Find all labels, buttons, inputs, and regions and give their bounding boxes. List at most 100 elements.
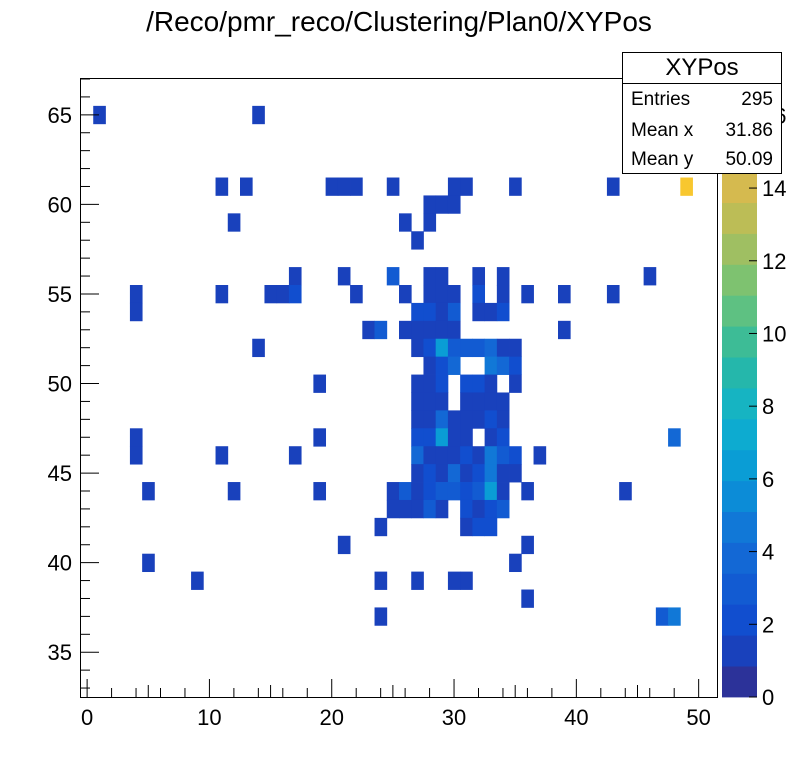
heatmap-bin xyxy=(447,302,461,322)
heatmap-bin xyxy=(447,285,461,304)
heatmap-bin xyxy=(399,499,412,519)
colorbar-segment xyxy=(722,233,757,265)
heatmap-bin xyxy=(472,392,486,411)
heatmap-bin xyxy=(655,607,669,626)
heatmap-bin xyxy=(411,392,424,411)
plot-frame xyxy=(80,78,718,698)
heatmap-bin xyxy=(460,410,473,429)
colorbar-segment xyxy=(722,202,757,234)
colorbar-tick-label: 14 xyxy=(762,176,786,201)
colorbar-segment xyxy=(722,449,757,482)
heatmap-bin xyxy=(447,356,461,375)
heatmap-bin xyxy=(93,105,106,125)
colorbar: 0246810121416 xyxy=(722,79,786,710)
heatmap-bin xyxy=(484,356,498,375)
heatmap-bin xyxy=(496,410,510,429)
heatmap-bin xyxy=(619,482,632,501)
x-tick-label: 20 xyxy=(319,705,343,730)
heatmap-bin xyxy=(460,464,473,483)
y-tick-label: 35 xyxy=(48,640,72,665)
heatmap-bin xyxy=(411,320,424,340)
heatmap-bin xyxy=(288,446,302,465)
heatmap-bin xyxy=(668,607,681,626)
heatmap-bin xyxy=(460,177,473,196)
heatmap-bin xyxy=(252,105,265,125)
heatmap-bin xyxy=(411,338,424,358)
heatmap-bin xyxy=(215,177,229,196)
heatmap-bin xyxy=(533,446,547,465)
heatmap-bin xyxy=(496,338,510,358)
stats-meanx-label: Mean x xyxy=(631,120,694,141)
heatmap-bin xyxy=(435,267,449,286)
heatmap-bin xyxy=(411,410,424,429)
heatmap-bin xyxy=(521,285,534,304)
heatmap-bin xyxy=(350,177,363,196)
heatmap-bin xyxy=(472,464,486,483)
heatmap-bin xyxy=(668,428,681,447)
heatmap-bin xyxy=(337,177,351,196)
heatmap-bin xyxy=(240,177,253,196)
x-tick-label: 50 xyxy=(686,705,710,730)
x-tick-label: 0 xyxy=(81,705,93,730)
y-tick-label: 65 xyxy=(48,103,72,128)
heatmap-bin xyxy=(496,267,510,286)
heatmap-bin xyxy=(386,177,400,196)
heatmap-bin xyxy=(435,428,449,447)
heatmap-bin xyxy=(215,446,229,465)
heatmap-bin xyxy=(215,285,229,304)
x-tick-label: 30 xyxy=(442,705,466,730)
heatmap-bin xyxy=(435,499,449,519)
colorbar-segment xyxy=(722,511,757,543)
heatmap-bin xyxy=(472,302,486,322)
heatmap-bin xyxy=(435,410,449,429)
heatmap-bin xyxy=(460,517,473,537)
heatmap-bin xyxy=(227,213,241,232)
colorbar-segment xyxy=(722,357,757,389)
heatmap-bin xyxy=(484,464,498,483)
heatmap-bin xyxy=(411,499,424,519)
y-tick-label: 40 xyxy=(48,551,72,576)
heatmap-bin xyxy=(509,356,522,375)
stats-meany-value: 50.09 xyxy=(725,149,773,170)
heatmap-bin xyxy=(447,428,461,447)
heatmap-bin xyxy=(472,285,486,304)
y-tick-label: 55 xyxy=(48,282,72,307)
x-tick-label: 40 xyxy=(564,705,588,730)
heatmap-bin xyxy=(399,285,412,304)
y-tick-label: 50 xyxy=(48,372,72,397)
heatmap-bin xyxy=(313,428,327,447)
colorbar-tick-label: 4 xyxy=(762,540,774,565)
colorbar-segment xyxy=(722,264,757,296)
heatmap-bin xyxy=(435,482,449,501)
heatmap-bin xyxy=(447,571,461,590)
stats-box: XYPos Entries 295 Mean x 31.86 Mean y 50… xyxy=(622,52,782,174)
heatmap-bin xyxy=(411,231,424,250)
colorbar-segment xyxy=(722,573,757,605)
heatmap-bin xyxy=(423,302,437,322)
heatmap-bin xyxy=(509,177,522,196)
heatmap-bin xyxy=(472,267,486,286)
heatmap-bin xyxy=(435,195,449,214)
heatmap-bin xyxy=(435,320,449,340)
colorbar-segment xyxy=(722,326,757,358)
heatmap-bin xyxy=(386,499,400,519)
heatmap-bin xyxy=(411,464,424,483)
heatmap-bin xyxy=(337,535,351,555)
colorbar-segment xyxy=(722,171,757,203)
heatmap-bin xyxy=(423,374,437,393)
heatmap-bin xyxy=(350,285,363,304)
heatmap-bin xyxy=(496,302,510,322)
heatmap-bin xyxy=(496,428,510,447)
heatmap-bin xyxy=(484,499,498,519)
y-tick-label: 45 xyxy=(48,461,72,486)
heatmap-bin xyxy=(423,499,437,519)
colorbar-segment xyxy=(722,388,757,420)
bins-layer xyxy=(93,105,693,626)
heatmap-bin xyxy=(484,302,498,322)
stats-meany-label: Mean y xyxy=(631,149,694,170)
heatmap-bin xyxy=(521,589,534,608)
heatmap-bin xyxy=(606,177,620,196)
heatmap-bin xyxy=(447,446,461,465)
heatmap-bin xyxy=(423,320,437,340)
heatmap-bin xyxy=(313,482,327,501)
